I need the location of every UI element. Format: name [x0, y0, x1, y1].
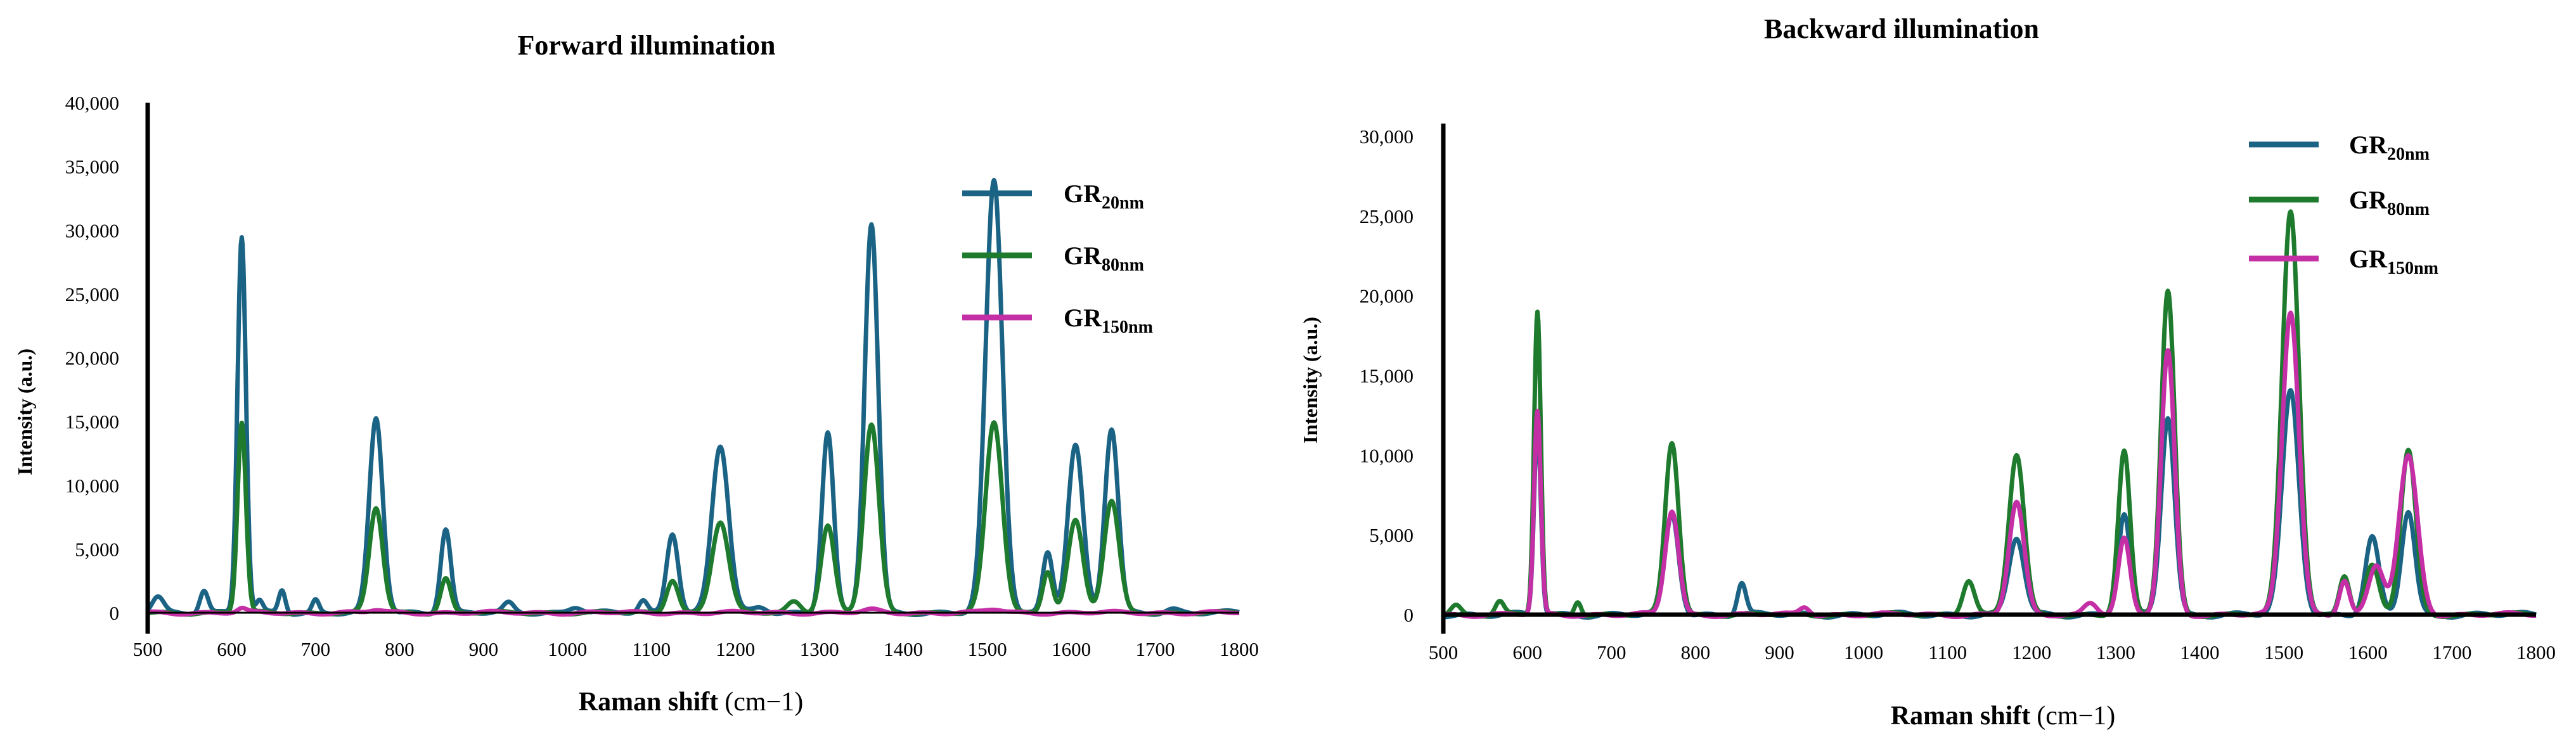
chart-title: Forward illumination — [517, 30, 775, 61]
legend-label: GR80nm — [2349, 186, 2430, 219]
legend-label: GR20nm — [1064, 179, 1144, 213]
x-tick-label: 600 — [1512, 641, 1542, 663]
y-tick-label: 0 — [1404, 604, 1414, 626]
x-axis-label-unit: (cm−1) — [724, 688, 803, 717]
series-line-gr-20nm — [1441, 388, 2538, 620]
x-axis-label: Raman shift (cm−1) — [579, 688, 804, 717]
x-tick-label: 800 — [385, 638, 415, 660]
x-tick-label: 1300 — [2096, 641, 2135, 663]
x-tick-label: 800 — [1681, 641, 1711, 663]
x-tick-label: 700 — [1597, 641, 1626, 663]
legend-label: GR150nm — [1064, 304, 1153, 337]
y-tick-label: 15,000 — [65, 411, 119, 433]
legend-label: GR20nm — [2349, 131, 2430, 164]
legend: GR20nm GR80nm GR150nm — [962, 179, 1153, 337]
y-axis-label: Intensity (a.u.) — [1299, 317, 1322, 444]
y-tick-label: 25,000 — [65, 283, 119, 305]
y-tick-label: 30,000 — [65, 219, 119, 241]
y-tick-label: 40,000 — [65, 92, 119, 114]
y-tick-label: 20,000 — [65, 347, 119, 369]
x-tick-label: 1300 — [800, 638, 839, 660]
x-tick-label: 1400 — [2180, 641, 2220, 663]
y-tick-label: 5,000 — [1369, 524, 1414, 546]
x-tick-label: 1400 — [884, 638, 923, 660]
x-tick-label: 1500 — [968, 638, 1007, 660]
forward-illumination-chart: Forward illumination 0 5,000 10,000 15,000 2… — [13, 30, 1259, 717]
x-tick-label: 1700 — [1136, 638, 1175, 660]
x-tick-label: 1600 — [2348, 641, 2388, 663]
legend-label: GR80nm — [1064, 241, 1144, 275]
x-tick-label: 1500 — [2264, 641, 2303, 663]
y-axis-label: Intensity (a.u.) — [13, 349, 36, 475]
x-tick-label: 900 — [1765, 641, 1794, 663]
x-tick-label: 500 — [1429, 641, 1459, 663]
x-tick-label: 600 — [217, 638, 247, 660]
x-axis-label: Raman shift (cm−1) — [1891, 701, 2116, 731]
x-axis-label-text: Raman shift — [579, 688, 719, 717]
legend: GR20nm GR80nm GR150nm — [2249, 131, 2438, 278]
y-tick-label: 10,000 — [65, 475, 119, 497]
y-tick-label: 30,000 — [1360, 125, 1414, 148]
x-tick-label: 1800 — [1220, 638, 1259, 660]
x-tick-label: 500 — [133, 638, 163, 660]
chart-title: Backward illumination — [1764, 13, 2039, 44]
x-tick-label: 1600 — [1052, 638, 1091, 660]
x-tick-label: 1000 — [1844, 641, 1883, 663]
y-tick-label: 5,000 — [75, 538, 119, 560]
x-tick-label: 1200 — [716, 638, 755, 660]
x-tick-label: 1700 — [2432, 641, 2471, 663]
y-tick-label: 25,000 — [1360, 205, 1414, 227]
backward-illumination-chart: Backward illumination 0 5,000 10,000 15,000… — [1299, 13, 2556, 731]
y-tick-label: 0 — [110, 602, 120, 624]
x-axis-label-unit: (cm−1) — [2037, 701, 2115, 731]
y-tick-label: 20,000 — [1360, 285, 1414, 307]
series-line-gr-150nm — [1441, 310, 2538, 619]
x-tick-label: 1100 — [632, 638, 671, 660]
x-tick-label: 1000 — [548, 638, 587, 660]
y-tick-label: 35,000 — [65, 156, 119, 178]
x-axis-label-text: Raman shift — [1891, 701, 2031, 731]
y-tick-label: 15,000 — [1360, 365, 1414, 387]
x-tick-label: 1100 — [1928, 641, 1967, 663]
legend-label: GR150nm — [2349, 245, 2438, 278]
x-tick-label: 1800 — [2516, 641, 2556, 663]
x-tick-label: 900 — [469, 638, 499, 660]
x-tick-label: 700 — [301, 638, 331, 660]
x-tick-label: 1200 — [2012, 641, 2051, 663]
y-tick-label: 10,000 — [1360, 444, 1414, 466]
